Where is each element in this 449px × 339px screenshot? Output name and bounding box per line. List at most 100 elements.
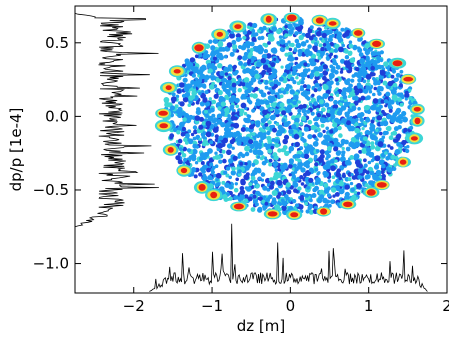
scatter-point xyxy=(340,27,345,32)
scatter-point xyxy=(217,90,223,96)
scatter-point xyxy=(281,205,287,211)
scatter-point xyxy=(254,32,259,37)
scatter-point xyxy=(399,93,405,98)
scatter-point xyxy=(242,55,248,61)
scatter-point xyxy=(234,24,242,29)
scatter-point xyxy=(362,181,366,185)
scatter-point xyxy=(311,58,315,62)
scatter-point xyxy=(261,155,265,159)
scatter-point xyxy=(294,203,299,208)
scatter-point xyxy=(190,66,196,72)
scatter-point xyxy=(210,62,215,68)
scatter-point xyxy=(336,110,343,116)
scatter-point xyxy=(354,159,361,166)
scatter-point xyxy=(404,92,410,99)
scatter-point xyxy=(316,112,322,118)
scatter-point xyxy=(264,122,269,127)
scatter-point xyxy=(322,139,327,144)
scatter-point xyxy=(250,71,256,77)
scatter-point xyxy=(333,99,338,105)
scatter-point xyxy=(184,58,190,64)
scatter-point xyxy=(217,106,222,111)
scatter-point xyxy=(360,122,364,126)
scatter-point xyxy=(221,82,226,86)
scatter-point xyxy=(185,133,190,139)
scatter-point xyxy=(353,46,357,51)
scatter-point xyxy=(271,47,277,53)
scatter-point xyxy=(297,158,302,163)
scatter-point xyxy=(208,39,213,44)
scatter-point xyxy=(370,104,377,111)
scatter-point xyxy=(265,15,272,23)
scatter-point xyxy=(229,139,235,145)
scatter-point xyxy=(348,43,354,49)
scatter-point xyxy=(398,83,403,88)
scatter-point xyxy=(233,203,244,210)
scatter-point xyxy=(369,126,376,132)
scatter-point xyxy=(299,72,306,78)
scatter-point xyxy=(303,62,308,67)
scatter-point xyxy=(306,185,311,190)
scatter-point xyxy=(197,78,202,84)
scatter-point xyxy=(309,61,314,66)
scatter-point xyxy=(292,100,297,106)
scatter-point xyxy=(212,56,218,61)
scatter-point xyxy=(252,123,256,127)
scatter-point xyxy=(321,107,326,113)
scatter-point xyxy=(344,191,350,197)
scatter-point xyxy=(372,61,378,67)
scatter-point xyxy=(275,59,280,64)
scatter-point xyxy=(379,131,383,136)
x-tick-label: 0 xyxy=(286,297,296,315)
scatter-point xyxy=(341,174,346,178)
scatter-point xyxy=(403,76,414,82)
scatter-point xyxy=(322,197,328,204)
scatter-point xyxy=(387,144,391,148)
scatter-point xyxy=(267,120,272,125)
scatter-point xyxy=(198,172,203,177)
scatter-point xyxy=(243,62,248,67)
scatter-point xyxy=(276,28,282,35)
scatter-point xyxy=(350,187,356,192)
scatter-point xyxy=(245,40,250,45)
scatter-point xyxy=(298,18,304,24)
scatter-point xyxy=(377,80,381,84)
scatter-point xyxy=(297,48,303,54)
scatter-point xyxy=(222,78,228,83)
scatter-point xyxy=(237,169,242,174)
scatter-point xyxy=(314,82,320,88)
scatter-point xyxy=(179,121,185,128)
scatter-point xyxy=(288,145,295,152)
scatter-point xyxy=(291,124,297,130)
scatter-point xyxy=(307,44,312,49)
scatter-point xyxy=(301,76,306,81)
scatter-point xyxy=(190,167,197,173)
scatter-point xyxy=(375,106,382,113)
scatter-point xyxy=(363,158,367,163)
scatter-point xyxy=(292,80,297,85)
scatter-point xyxy=(394,109,400,115)
scatter-point xyxy=(245,186,252,192)
scatter-point xyxy=(313,66,320,73)
scatter-point xyxy=(335,172,341,178)
scatter-point xyxy=(250,175,256,181)
scatter-point xyxy=(366,147,372,153)
scatter-point xyxy=(225,88,231,95)
scatter-point xyxy=(315,149,320,153)
scatter-point xyxy=(224,107,230,113)
scatter-point xyxy=(158,110,168,116)
scatter-point xyxy=(199,116,204,122)
scatter-point xyxy=(348,40,353,44)
scatter-point xyxy=(301,108,307,114)
scatter-point xyxy=(235,104,240,109)
scatter-point xyxy=(313,101,318,106)
scatter-point xyxy=(241,95,246,100)
scatter-point xyxy=(359,117,365,122)
scatter-point xyxy=(262,109,268,116)
scatter-point xyxy=(386,167,393,173)
scatter-point xyxy=(369,152,375,157)
scatter-point xyxy=(263,142,269,148)
scatter-point xyxy=(379,159,385,165)
scatter-point xyxy=(299,122,304,126)
scatter-point xyxy=(336,202,341,207)
